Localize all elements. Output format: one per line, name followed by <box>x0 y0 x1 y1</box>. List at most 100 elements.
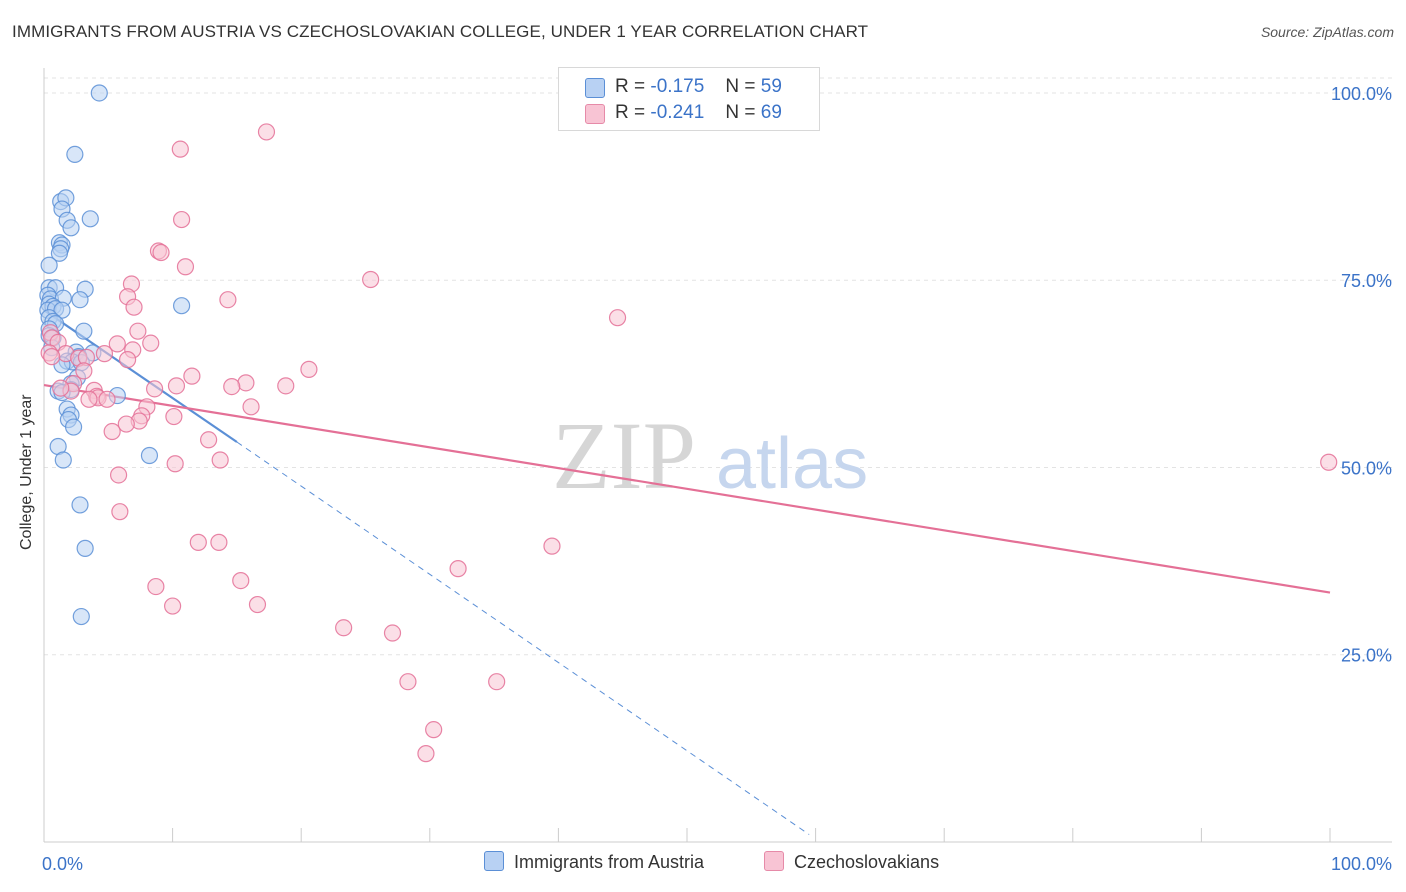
czech-point <box>117 415 135 433</box>
czech-point <box>417 745 435 763</box>
czech-point <box>277 377 295 395</box>
watermark-atlas: atlas <box>716 424 868 504</box>
czech-point <box>108 335 126 353</box>
czech-point <box>98 390 116 408</box>
czech-point <box>362 270 380 289</box>
source-label: Source: ZipAtlas.com <box>1260 24 1394 40</box>
czech-point <box>189 533 207 551</box>
czech-point <box>257 123 276 141</box>
austria-point <box>72 607 90 626</box>
czech-point <box>52 379 70 397</box>
czech-point <box>176 258 195 276</box>
austria-point <box>81 210 99 228</box>
austria-point <box>71 496 89 514</box>
czech-swatch <box>585 104 605 124</box>
czech-point <box>300 360 318 378</box>
austria-n-value: 59 <box>760 76 782 97</box>
czech-trend-line <box>43 384 1331 594</box>
austria-point <box>173 297 191 315</box>
czech-point <box>80 390 98 408</box>
czech-point <box>165 407 183 426</box>
y-axis-label-wrap: College, Under 1 year <box>14 300 44 620</box>
czech-legend-label: Czechoslovakians <box>794 852 940 872</box>
czech-point <box>125 298 143 316</box>
austria-swatch <box>585 78 605 98</box>
austria-point <box>75 322 93 340</box>
czech-n-value: 69 <box>760 102 782 123</box>
austria-r-value: -0.175 <box>650 76 705 97</box>
austria-legend-swatch <box>484 851 504 871</box>
czech-point <box>1320 453 1338 471</box>
czech-point <box>43 348 61 366</box>
czech-point <box>167 377 186 395</box>
x-tick-label-max: 100.0% <box>1331 854 1392 874</box>
czech-point <box>399 673 417 691</box>
austria-point <box>50 244 69 262</box>
czech-point <box>449 560 467 578</box>
axes <box>43 68 1392 843</box>
watermark-zip: ZIP <box>552 402 696 509</box>
x-tick-label-min: 0.0% <box>42 854 83 874</box>
n-label: N = <box>725 102 756 123</box>
austria-point <box>66 145 84 163</box>
czech-point <box>223 377 241 396</box>
czech-point <box>118 351 137 369</box>
austria-point <box>90 84 108 102</box>
y-tick-label: 100.0% <box>1331 84 1392 104</box>
austria-point <box>76 539 94 557</box>
czech-point <box>232 571 250 590</box>
czech-point <box>383 624 402 642</box>
czech-point <box>608 309 627 327</box>
austria-point <box>71 291 89 309</box>
czech-point <box>219 291 237 309</box>
czech-point <box>145 380 164 398</box>
czech-r-value: -0.241 <box>650 102 705 123</box>
austria-point <box>54 451 72 469</box>
czech-point <box>109 466 128 484</box>
czech-point <box>147 577 165 596</box>
czech-point <box>171 140 189 158</box>
czech-point <box>335 619 353 637</box>
czech-point <box>166 455 184 473</box>
czech-point <box>183 367 201 385</box>
n-label: N = <box>725 76 756 97</box>
czech-point <box>129 322 147 340</box>
czech-point <box>425 721 443 739</box>
tick-labels: 25.0% 50.0% 75.0% 100.0% 0.0% 100.0% <box>42 84 1392 874</box>
czech-point <box>111 503 129 521</box>
czech-point <box>248 595 267 614</box>
y-tick-label: 75.0% <box>1341 271 1392 291</box>
y-tick-label: 50.0% <box>1341 458 1392 478</box>
austria-point <box>140 446 159 465</box>
chart-title: IMMIGRANTS FROM AUSTRIA VS CZECHOSLOVAKI… <box>12 22 869 41</box>
legend-item-czech[interactable]: Czechoslovakians <box>764 851 939 873</box>
r-label: R = <box>615 102 646 123</box>
czech-point <box>142 334 160 352</box>
czech-point <box>164 597 182 615</box>
czech-point <box>103 422 121 441</box>
r-label: R = <box>615 76 646 97</box>
czech-point <box>242 398 260 416</box>
legend-item-austria[interactable]: Immigrants from Austria <box>484 851 704 873</box>
czech-point <box>488 673 506 691</box>
czech-point <box>75 362 93 380</box>
austria-point <box>62 219 80 237</box>
stats-legend: R = -0.175 N = 59 R = -0.241 N = 69 <box>558 67 820 131</box>
czech-point <box>211 451 229 469</box>
austria-point <box>64 418 83 436</box>
y-axis-label: College, Under 1 year <box>18 394 35 550</box>
czech-point <box>543 537 561 555</box>
data-points <box>39 84 1338 763</box>
czech-point <box>173 210 191 229</box>
czech-point <box>200 431 218 449</box>
austria-trend-extension <box>236 441 810 835</box>
czech-point <box>95 345 114 363</box>
austria-legend-label: Immigrants from Austria <box>514 852 705 872</box>
czech-point <box>237 374 255 392</box>
czech-point <box>210 533 228 551</box>
czech-point <box>152 243 170 262</box>
gridlines <box>44 77 1392 656</box>
y-tick-label: 25.0% <box>1341 646 1392 666</box>
austria-point <box>40 256 58 274</box>
